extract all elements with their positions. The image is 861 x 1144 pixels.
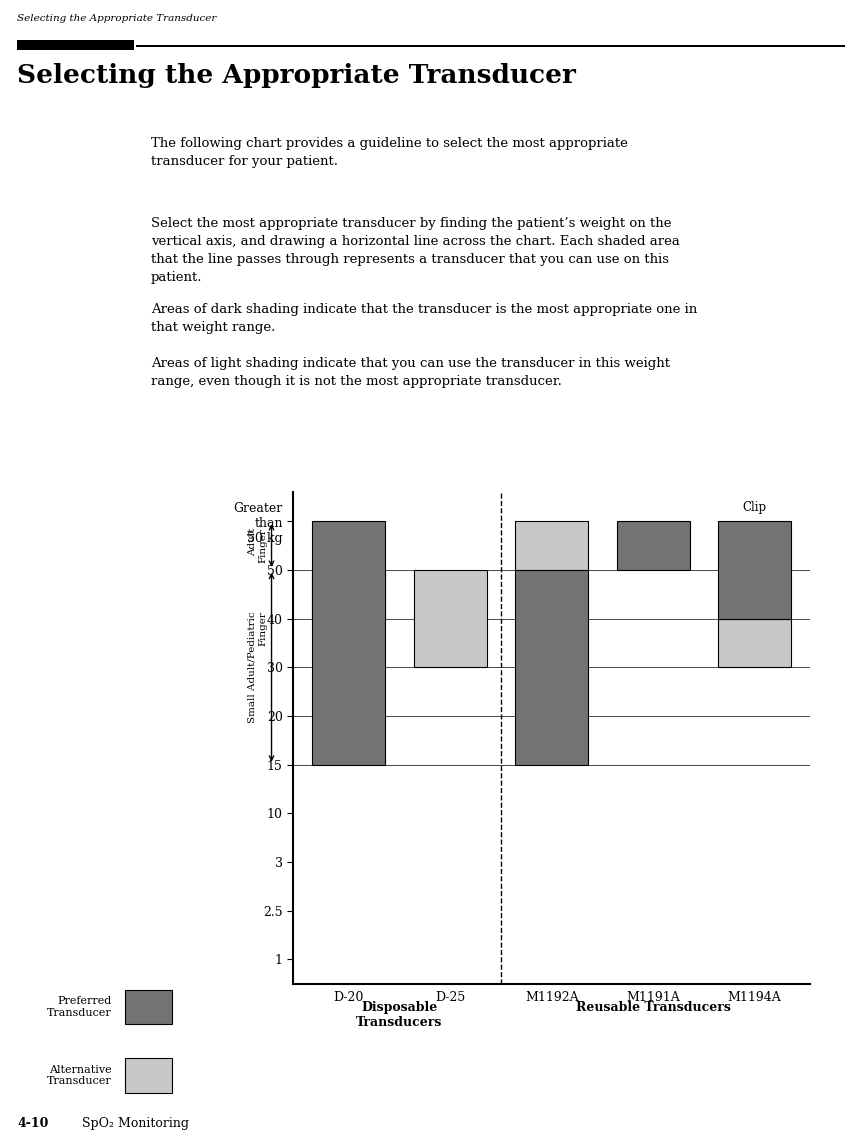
Text: Adult
Finger: Adult Finger bbox=[247, 529, 267, 563]
Text: Areas of dark shading indicate that the transducer is the most appropriate one i: Areas of dark shading indicate that the … bbox=[151, 303, 697, 334]
Text: Clip: Clip bbox=[741, 501, 765, 514]
Bar bbox=[717, 619, 790, 667]
Text: 4-10: 4-10 bbox=[17, 1118, 48, 1130]
Bar bbox=[717, 522, 790, 619]
Bar bbox=[515, 570, 587, 764]
Text: Reusable Transducers: Reusable Transducers bbox=[575, 1001, 729, 1014]
Bar bbox=[312, 570, 385, 619]
Text: SpO₂ Monitoring: SpO₂ Monitoring bbox=[82, 1118, 189, 1130]
Text: Selecting the Appropriate Transducer: Selecting the Appropriate Transducer bbox=[17, 14, 216, 23]
Text: The following chart provides a guideline to select the most appropriate
transduc: The following chart provides a guideline… bbox=[151, 137, 627, 168]
Bar bbox=[515, 522, 587, 570]
Text: Select the most appropriate transducer by finding the patient’s weight on the
ve: Select the most appropriate transducer b… bbox=[151, 217, 679, 285]
Text: Selecting the Appropriate Transducer: Selecting the Appropriate Transducer bbox=[17, 63, 575, 88]
Bar bbox=[616, 522, 689, 570]
Text: Disposable
Transducers: Disposable Transducers bbox=[356, 1001, 443, 1028]
Text: Small Adult/Pediatric
Finger: Small Adult/Pediatric Finger bbox=[247, 611, 267, 723]
Bar bbox=[413, 570, 486, 667]
Text: Alternative
Transducer: Alternative Transducer bbox=[47, 1065, 112, 1086]
Bar bbox=[312, 522, 385, 764]
Text: Areas of light shading indicate that you can use the transducer in this weight
r: Areas of light shading indicate that you… bbox=[151, 357, 669, 388]
Text: Preferred
Transducer: Preferred Transducer bbox=[47, 996, 112, 1017]
